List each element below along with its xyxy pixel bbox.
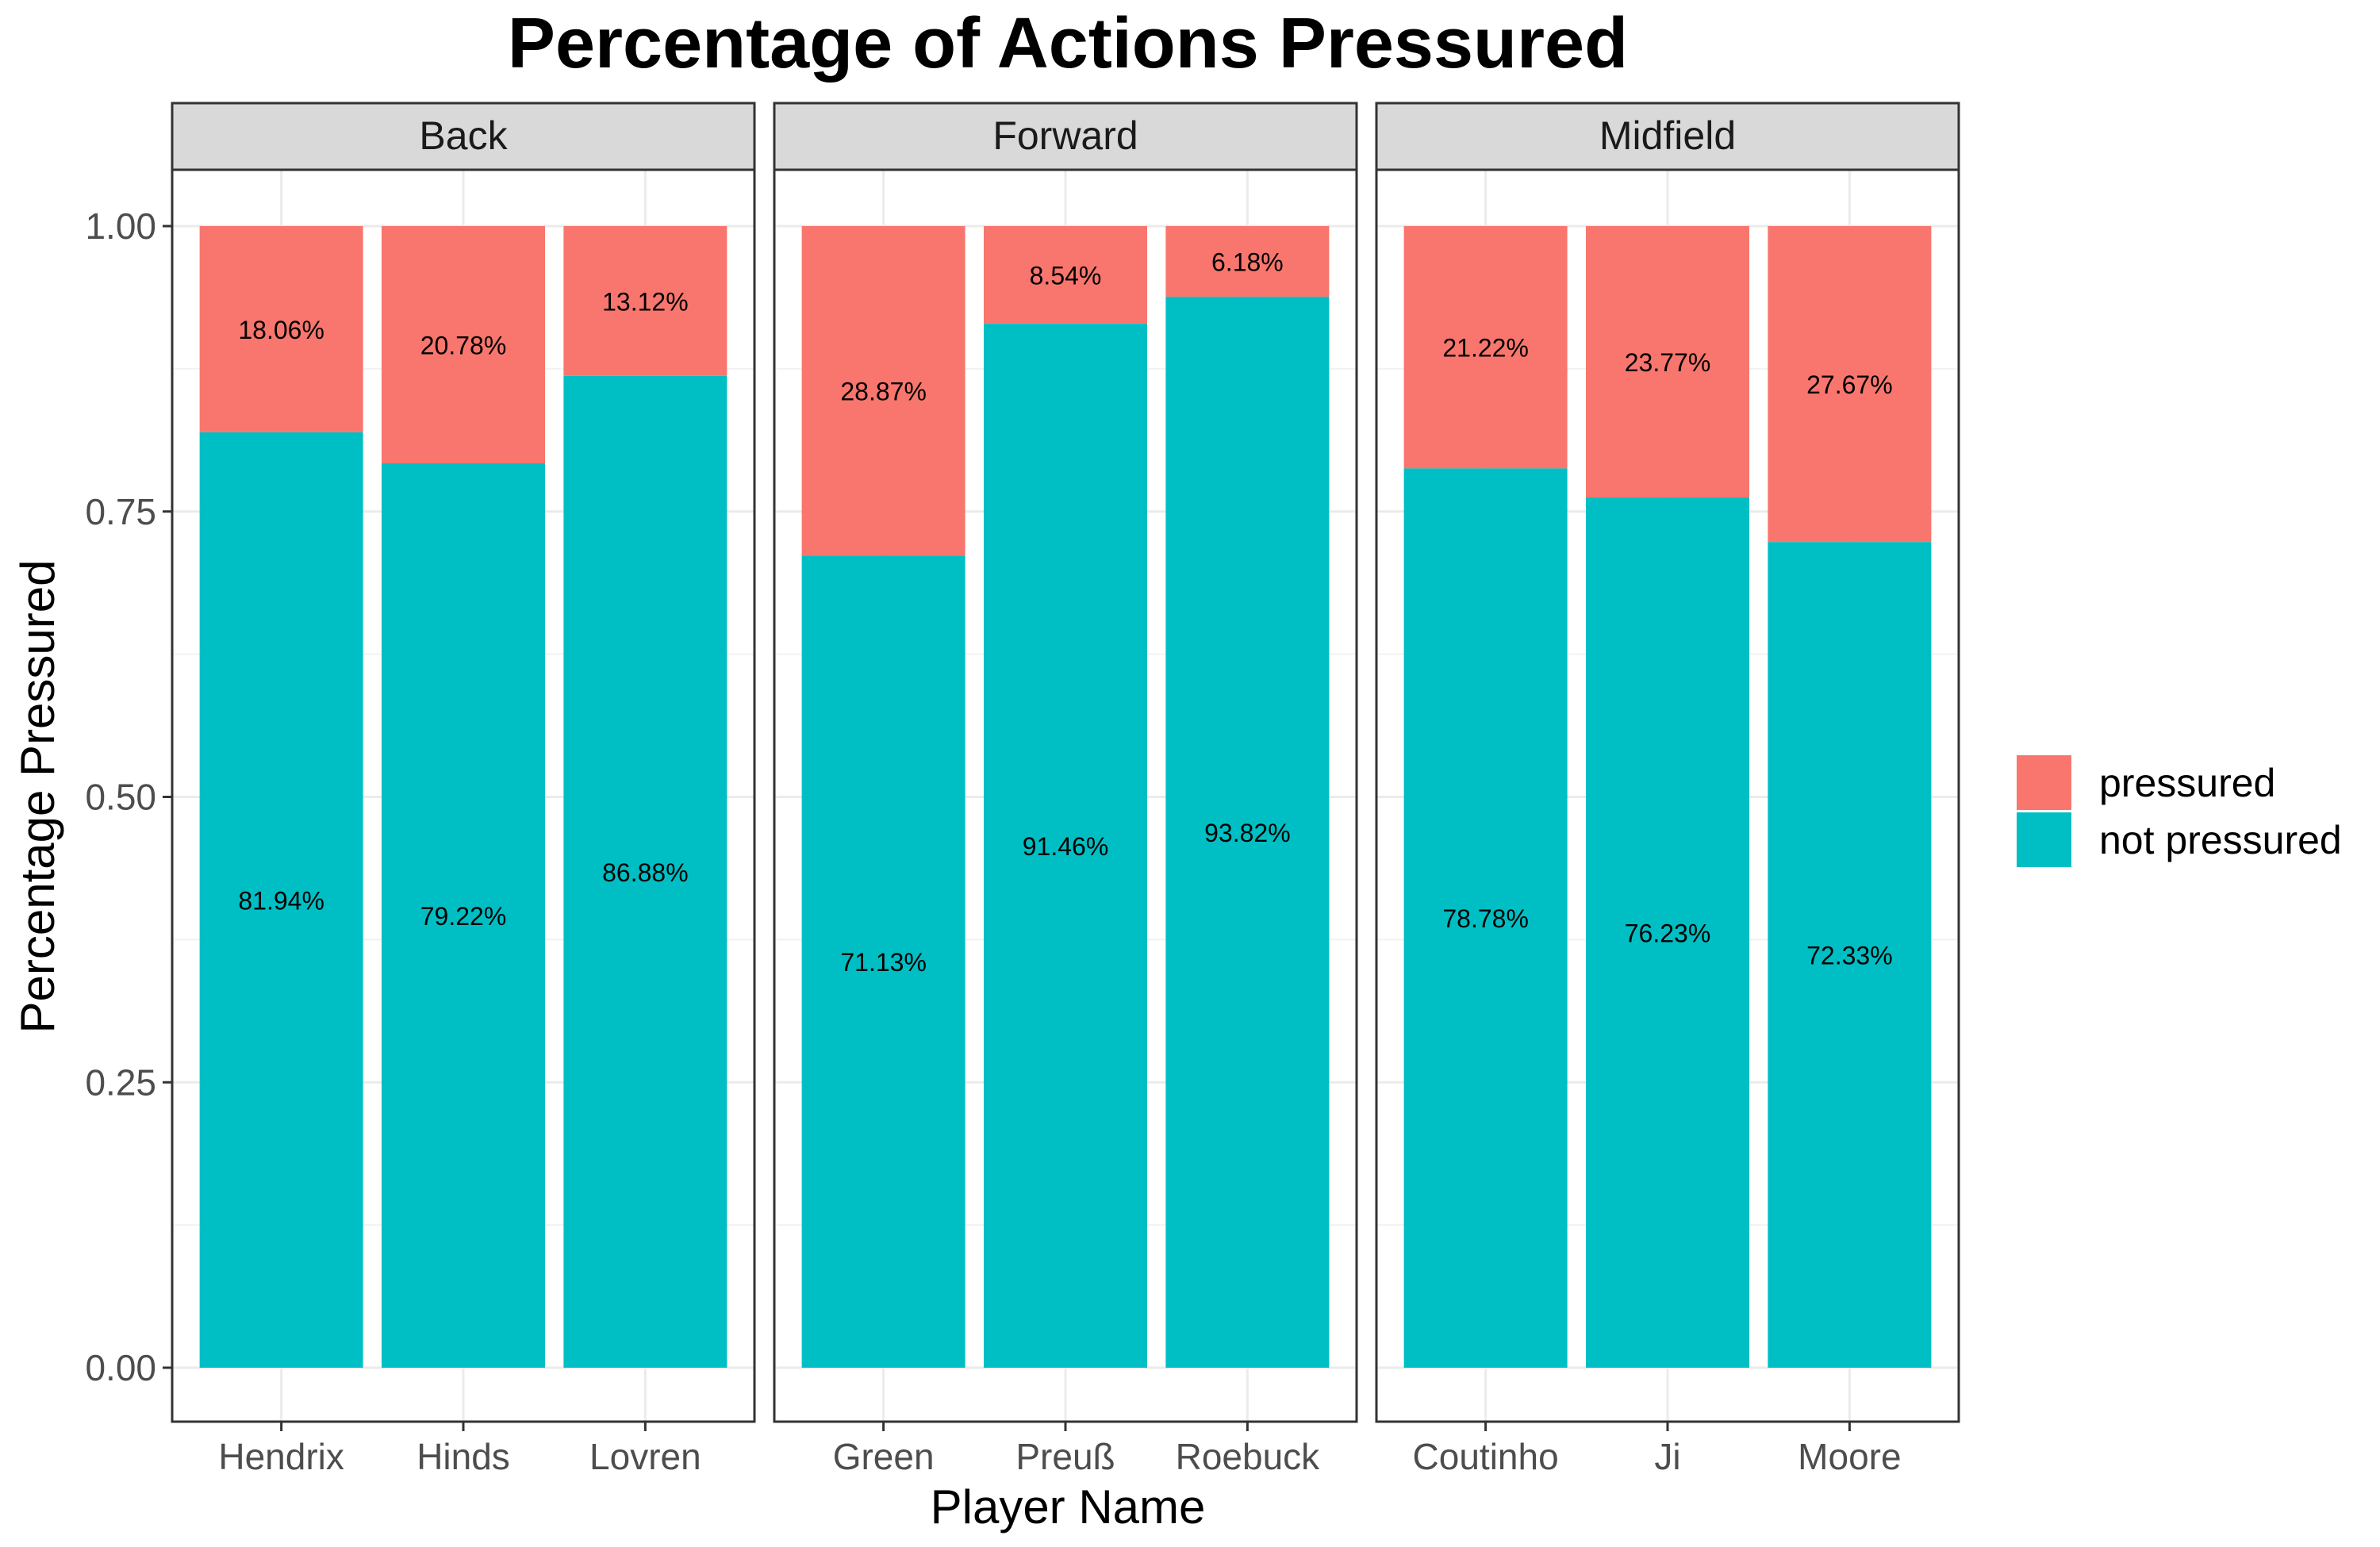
- data-label: 20.78%: [420, 332, 507, 360]
- data-label: 81.94%: [238, 886, 324, 915]
- data-label: 28.87%: [840, 378, 927, 406]
- facet-panel-back: Back 81.94% 18.06% Hendrix 79.22% 20.78% Hinds…: [171, 102, 756, 1477]
- data-label: 79.22%: [420, 902, 507, 931]
- bar-segment-not-pressured: [1768, 542, 1932, 1368]
- bar-segment-pressured: [563, 226, 727, 376]
- data-label: 27.67%: [1806, 370, 1893, 399]
- data-label: 86.88%: [602, 858, 689, 887]
- facet-panel-midfield: Midfield 78.78% 21.22% Coutinho 76.23% 23.77%…: [1375, 102, 1960, 1477]
- legend-label: not pressured: [2099, 818, 2342, 862]
- bar-segment-pressured: [801, 226, 965, 556]
- x-tick-label: Lovren: [589, 1436, 701, 1477]
- panel-border: [1375, 168, 1960, 1423]
- bar-segment-pressured: [1586, 226, 1749, 498]
- data-label: 13.12%: [602, 287, 689, 316]
- x-tick-label: Hinds: [416, 1436, 510, 1477]
- data-label: 18.06%: [238, 316, 324, 344]
- bar-segment-pressured: [1403, 226, 1568, 469]
- legend-swatch: [2017, 812, 2071, 867]
- y-tick-label: 0.25: [85, 1061, 156, 1103]
- x-tick-label: Preuß: [1015, 1436, 1115, 1477]
- facet-panel-forward: Forward 71.13% 28.87% Green 91.46% 8.54% Preuß…: [773, 102, 1358, 1477]
- data-label: 6.18%: [1211, 248, 1284, 276]
- y-axis: 0.00 0.25 0.50 0.75 1.00: [85, 205, 172, 1388]
- data-label: 93.82%: [1204, 819, 1291, 847]
- bar-segment-not-pressured: [1586, 497, 1749, 1368]
- data-label: 23.77%: [1625, 348, 1711, 377]
- bar-segment-pressured: [199, 226, 363, 432]
- x-tick-label: Hendrix: [218, 1436, 344, 1477]
- data-label: 91.46%: [1023, 832, 1109, 861]
- data-label: 71.13%: [840, 948, 927, 977]
- facet-strip-label: Forward: [992, 113, 1138, 158]
- legend-label: pressured: [2099, 761, 2275, 805]
- bar-segment-not-pressured: [801, 555, 965, 1368]
- facet-strip-label: Back: [419, 113, 508, 158]
- y-tick-label: 0.00: [85, 1347, 156, 1388]
- bar-segment-not-pressured: [984, 323, 1147, 1368]
- bar-segment-pressured: [984, 226, 1147, 324]
- y-tick-label: 0.75: [85, 491, 156, 532]
- bar-segment-pressured: [1768, 226, 1932, 543]
- bar-segment-not-pressured: [563, 375, 727, 1368]
- data-label: 8.54%: [1030, 261, 1102, 290]
- x-tick-label: Roebuck: [1176, 1436, 1321, 1477]
- facet-strip: [171, 102, 756, 171]
- x-tick-label: Moore: [1798, 1436, 1901, 1477]
- x-tick-label: Ji: [1654, 1436, 1680, 1477]
- data-label: 21.22%: [1442, 334, 1529, 363]
- bar-segment-not-pressured: [1403, 468, 1568, 1368]
- bar-segment-not-pressured: [199, 432, 363, 1368]
- x-axis-title: Player Name: [931, 1480, 1206, 1534]
- y-axis-title: Percentage Pressured: [11, 559, 64, 1033]
- data-label: 76.23%: [1625, 919, 1711, 948]
- facet-strip-label: Midfield: [1599, 113, 1736, 158]
- legend-swatch: [2017, 755, 2071, 810]
- bar-segment-pressured: [1165, 226, 1330, 297]
- data-label: 78.78%: [1442, 904, 1529, 933]
- x-tick-label: Green: [833, 1436, 935, 1477]
- legend: pressured not pressured: [2017, 755, 2342, 867]
- bar-segment-not-pressured: [382, 463, 545, 1368]
- bar-segment-pressured: [382, 226, 545, 464]
- facet-panels: Back 81.94% 18.06% Hendrix 79.22% 20.78% Hinds…: [171, 102, 1960, 1477]
- y-tick-label: 0.50: [85, 777, 156, 818]
- chart-title: Percentage of Actions Pressured: [508, 4, 1628, 83]
- y-tick-label: 1.00: [85, 205, 156, 247]
- panel-border: [773, 168, 1358, 1423]
- x-tick-label: Coutinho: [1413, 1436, 1559, 1477]
- bar-segment-not-pressured: [1165, 296, 1330, 1368]
- data-label: 72.33%: [1806, 942, 1893, 970]
